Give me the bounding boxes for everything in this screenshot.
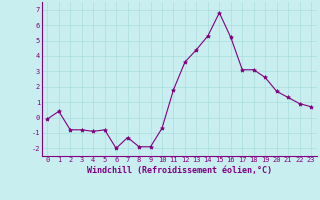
X-axis label: Windchill (Refroidissement éolien,°C): Windchill (Refroidissement éolien,°C) [87, 166, 272, 175]
